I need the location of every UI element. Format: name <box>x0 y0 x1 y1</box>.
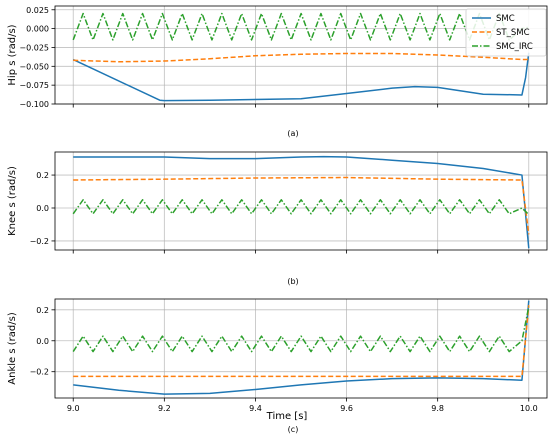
knee-series-st-smc <box>73 176 530 235</box>
hip-ytick-label: 0.025 <box>26 6 49 15</box>
knee-caption: (b) <box>287 277 298 286</box>
x-axis-label: Time [s] <box>266 411 308 422</box>
ankle-ytick-label: 0.2 <box>36 306 49 315</box>
hip-caption: (a) <box>287 129 298 138</box>
hip-ytick-label: −0.050 <box>19 62 49 71</box>
ankle-xtick-label: 9.2 <box>158 404 171 413</box>
hip-y-axis-label: Hip s (rad/s) <box>7 24 18 85</box>
hip-ytick-label: −0.025 <box>19 43 49 52</box>
knee-ytick-label: 0.2 <box>36 171 49 180</box>
ankle-axes-frame <box>54 298 548 399</box>
ankle-xtick-label: 9.4 <box>249 404 262 413</box>
hip-ytick-label: 0.000 <box>26 25 49 34</box>
knee-panel: 0.2 0.0 −0.2 Knee s (rad/s) (b) <box>7 151 548 286</box>
knee-series-smc <box>73 155 530 249</box>
legend: SMC ST_SMC SMC_IRC <box>465 8 547 57</box>
ankle-series-smc-irc <box>72 306 530 353</box>
ankle-series-smc <box>73 300 530 395</box>
ankle-panel: 0.2 0.0 −0.2 9.0 9.2 9.4 9.6 9.8 10.0 Ankle s (ra… <box>7 298 548 434</box>
knee-y-axis-label: Knee s (rad/s) <box>7 166 18 236</box>
hip-ytick-label: −0.100 <box>19 100 49 109</box>
legend-label-smc: SMC <box>496 14 515 24</box>
legend-label-st-smc: ST_SMC <box>496 28 530 38</box>
ankle-series-st-smc <box>73 305 530 378</box>
hip-panel: 0.025 0.000 −0.025 −0.050 −0.075 −0.100 Hip s … <box>7 5 548 138</box>
ankle-xtick-label: 9.6 <box>340 404 353 413</box>
knee-axes-frame <box>54 151 548 251</box>
knee-ytick-label: −0.2 <box>30 237 49 246</box>
hip-series-smc <box>72 52 530 102</box>
knee-ytick-label: 0.0 <box>36 204 49 213</box>
knee-series-smc-irc <box>72 199 530 216</box>
ankle-y-axis-label: Ankle s (rad/s) <box>7 312 18 385</box>
ankle-xtick-label: 9.8 <box>431 404 444 413</box>
ankle-ytick-label: 0.0 <box>36 337 49 346</box>
hip-series-smc-irc <box>72 12 529 41</box>
hip-axes-frame <box>54 5 548 105</box>
ankle-xtick-label: 10.0 <box>520 404 538 413</box>
legend-box <box>465 8 547 57</box>
ankle-xtick-label: 9.0 <box>67 404 80 413</box>
legend-label-smc-irc: SMC_IRC <box>496 42 533 52</box>
ankle-caption: (c) <box>288 425 299 434</box>
hip-ytick-label: −0.075 <box>19 81 49 90</box>
hip-series-st-smc <box>73 52 529 63</box>
ankle-ytick-label: −0.2 <box>30 368 49 377</box>
